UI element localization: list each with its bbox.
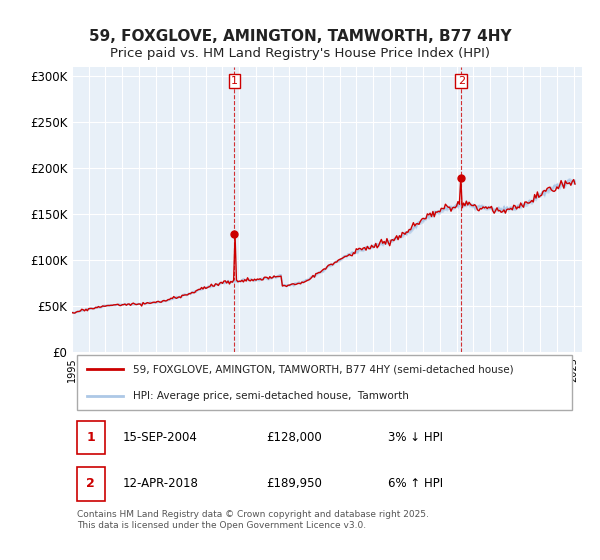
Text: Contains HM Land Registry data © Crown copyright and database right 2025.
This d: Contains HM Land Registry data © Crown c…	[77, 510, 429, 530]
Text: 2: 2	[458, 76, 465, 86]
Text: HPI: Average price, semi-detached house,  Tamworth: HPI: Average price, semi-detached house,…	[133, 391, 409, 401]
Text: 3% ↓ HPI: 3% ↓ HPI	[388, 431, 443, 444]
Text: £189,950: £189,950	[266, 477, 322, 491]
FancyBboxPatch shape	[77, 421, 105, 454]
FancyBboxPatch shape	[77, 467, 105, 501]
Text: 1: 1	[231, 76, 238, 86]
Text: 59, FOXGLOVE, AMINGTON, TAMWORTH, B77 4HY (semi-detached house): 59, FOXGLOVE, AMINGTON, TAMWORTH, B77 4H…	[133, 364, 514, 374]
Text: 59, FOXGLOVE, AMINGTON, TAMWORTH, B77 4HY: 59, FOXGLOVE, AMINGTON, TAMWORTH, B77 4H…	[89, 29, 511, 44]
FancyBboxPatch shape	[77, 355, 572, 410]
Text: £128,000: £128,000	[266, 431, 322, 444]
Text: 12-APR-2018: 12-APR-2018	[123, 477, 199, 491]
Text: 6% ↑ HPI: 6% ↑ HPI	[388, 477, 443, 491]
Text: Price paid vs. HM Land Registry's House Price Index (HPI): Price paid vs. HM Land Registry's House …	[110, 46, 490, 60]
Text: 1: 1	[86, 431, 95, 444]
Text: 15-SEP-2004: 15-SEP-2004	[123, 431, 198, 444]
Text: 2: 2	[86, 477, 95, 491]
